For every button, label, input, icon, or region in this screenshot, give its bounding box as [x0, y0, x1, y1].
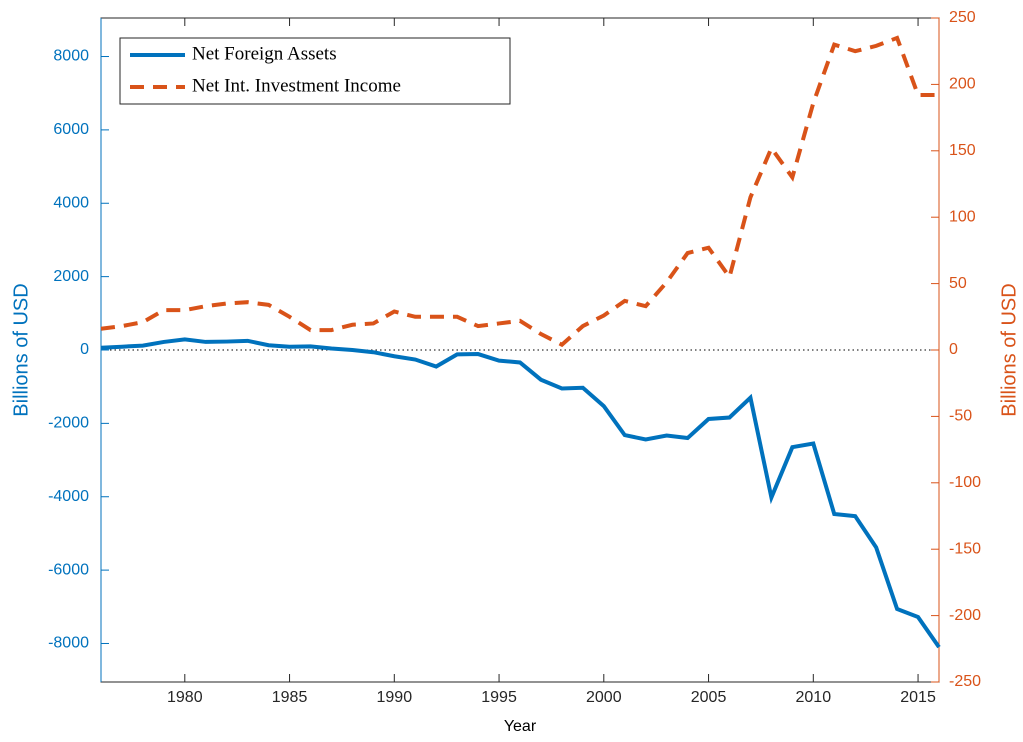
x-tick-label: 1990: [377, 689, 413, 706]
y2-tick-label: -200: [949, 607, 981, 624]
y2-tick-label: -50: [949, 408, 972, 425]
y-tick-label: -4000: [48, 488, 89, 505]
y-tick-label: 8000: [53, 48, 89, 65]
x-tick-label: 2000: [586, 689, 622, 706]
y-axis-label: Billions of USD: [10, 283, 32, 416]
line-series: [100, 337, 941, 649]
x-tick-label: 2005: [691, 689, 727, 706]
y2-tick-label: 0: [949, 341, 958, 358]
y2-tick-label: 250: [949, 9, 976, 26]
y-tick-label: 0: [80, 341, 89, 358]
y-tick-label: 6000: [53, 121, 89, 138]
y2-tick-label: 200: [949, 76, 976, 93]
y2-tick-label: 100: [949, 208, 976, 225]
line-series: [100, 35, 939, 348]
y2-tick-label: 150: [949, 142, 976, 159]
legend-label: Net Int. Investment Income: [192, 75, 401, 96]
x-tick-label: 1980: [167, 689, 203, 706]
y2-tick-label: -150: [949, 540, 981, 557]
y2-tick-label: 50: [949, 275, 967, 292]
y-tick-label: -8000: [48, 635, 89, 652]
x-tick-label: 2010: [796, 689, 832, 706]
y-tick-label: 4000: [53, 194, 89, 211]
y2-axis-label: Billions of USD: [998, 283, 1020, 416]
x-tick-label: 1985: [272, 689, 308, 706]
x-tick-label: 2015: [900, 689, 936, 706]
y2-tick-label: -250: [949, 673, 981, 690]
y-tick-label: -6000: [48, 561, 89, 578]
y-tick-label: 2000: [53, 268, 89, 285]
legend-label: Net Foreign Assets: [192, 43, 337, 64]
x-axis-label: Year: [504, 718, 537, 735]
y-tick-label: -2000: [48, 415, 89, 432]
x-tick-label: 1995: [481, 689, 517, 706]
legend-box: [119, 37, 511, 105]
y2-tick-label: -100: [949, 474, 981, 491]
